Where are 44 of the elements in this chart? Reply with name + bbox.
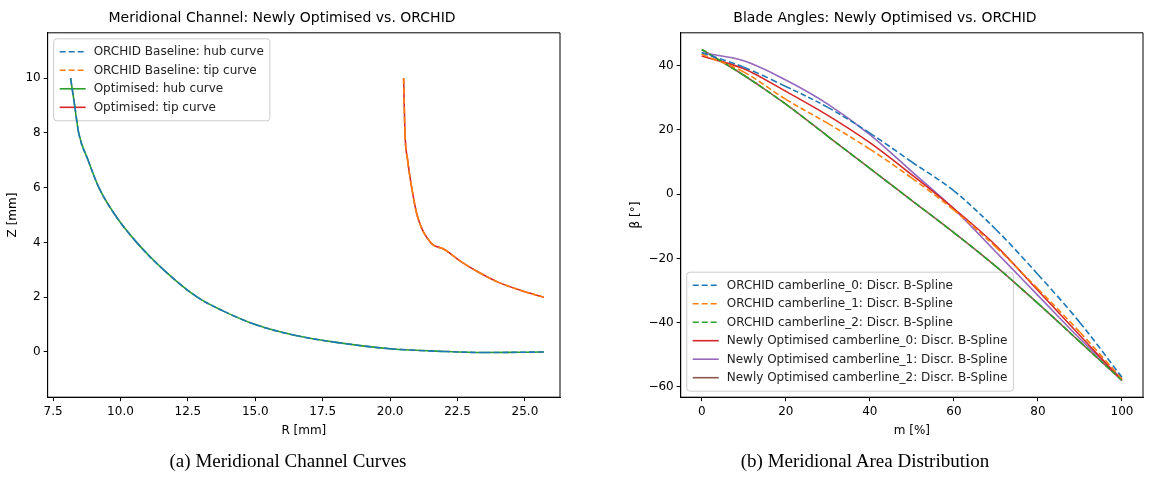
x-tick-label: 17.5 bbox=[309, 403, 337, 418]
legend-label: Newly Optimised camberline_0: Discr. B-Spline bbox=[726, 333, 1008, 348]
y-tick-label: 0 bbox=[666, 186, 674, 201]
y-tick-label: 40 bbox=[658, 57, 674, 72]
legend-label: Newly Optimised camberline_2: Discr. B-Spline bbox=[726, 370, 1008, 385]
x-tick-label: 40 bbox=[862, 403, 878, 418]
x-tick-label: 20 bbox=[778, 403, 794, 418]
legend-label: Newly Optimised camberline_1: Discr. B-Spline bbox=[726, 351, 1008, 366]
y-tick-label: 6 bbox=[33, 179, 41, 194]
x-tick-label: 25.0 bbox=[511, 403, 539, 418]
x-tick-label: 12.5 bbox=[174, 403, 202, 418]
legend-label: Optimised: tip curve bbox=[93, 99, 216, 114]
x-tick-label: 100 bbox=[1110, 403, 1134, 418]
x-tick-label: 15.0 bbox=[241, 403, 269, 418]
y-tick-label: 2 bbox=[33, 289, 41, 304]
y-tick-label: 4 bbox=[33, 234, 41, 249]
y-tick-label: −60 bbox=[648, 379, 674, 394]
x-tick-label: 80 bbox=[1030, 403, 1046, 418]
x-tick-label: 22.5 bbox=[444, 403, 471, 418]
x-tick-label: 0 bbox=[697, 403, 706, 418]
legend-label: ORCHID camberline_1: Discr. B-Spline bbox=[726, 296, 953, 311]
text: (a) Meridional Channel Curves bbox=[168, 450, 408, 472]
x-tick-label: 10.0 bbox=[107, 403, 134, 418]
x-tick-label: 20.0 bbox=[376, 403, 404, 418]
chart-title: Meridional Channel: Newly Optimised vs. ORCHID bbox=[108, 9, 456, 26]
x-tick-label: 60 bbox=[946, 403, 962, 418]
legend-label: Optimised: hub curve bbox=[93, 81, 224, 96]
x-axis-title: R [mm] bbox=[281, 422, 327, 437]
legend-label: ORCHID Baseline: tip curve bbox=[93, 62, 257, 77]
y-tick-label: −20 bbox=[648, 250, 674, 265]
y-axis-title: Z [mm] bbox=[5, 192, 20, 238]
y-tick-label: 0 bbox=[33, 344, 41, 359]
x-tick-label: 7.5 bbox=[43, 403, 63, 418]
legend-label: ORCHID Baseline: hub curve bbox=[93, 44, 264, 59]
legend-label: ORCHID camberline_0: Discr. B-Spline bbox=[726, 277, 953, 292]
legend-label: ORCHID camberline_2: Discr. B-Spline bbox=[726, 314, 953, 329]
y-tick-label: 20 bbox=[658, 121, 674, 136]
y-tick-label: 8 bbox=[33, 124, 41, 139]
y-tick-label: 10 bbox=[25, 70, 41, 85]
y-tick-label: −40 bbox=[648, 314, 674, 329]
text: (b) Meridional Area Distribution bbox=[739, 450, 991, 472]
y-axis-title: β [°] bbox=[628, 201, 643, 229]
x-axis-title: m [%] bbox=[893, 422, 930, 437]
chart-title: Blade Angles: Newly Optimised vs. ORCHID bbox=[733, 9, 1037, 26]
